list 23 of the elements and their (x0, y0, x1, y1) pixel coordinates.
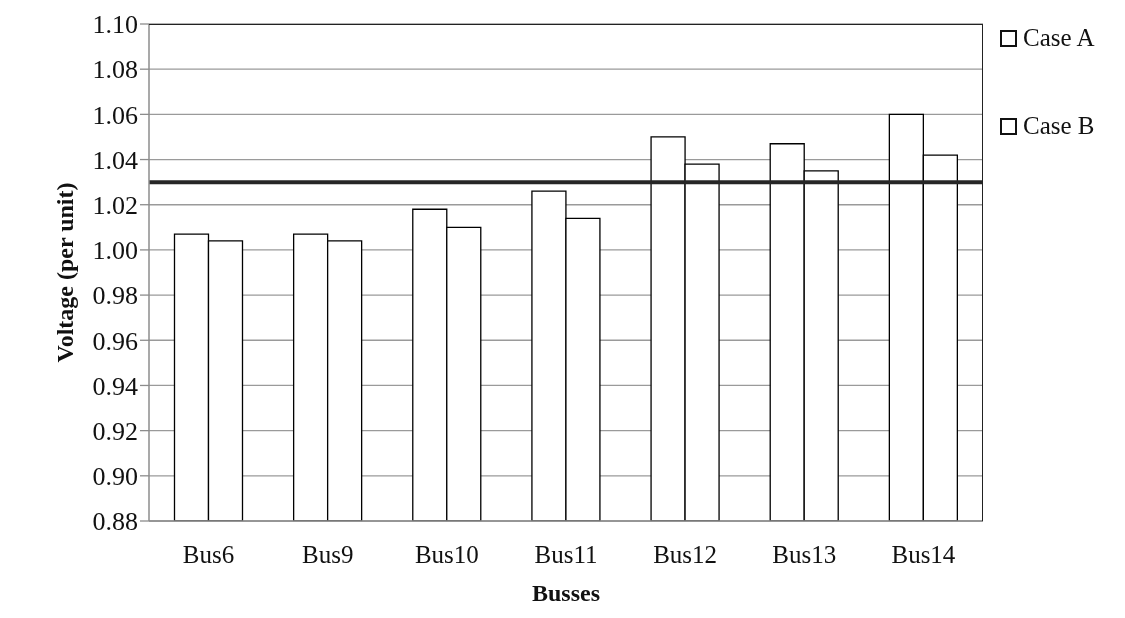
y-tick-label: 0.96 (92, 326, 138, 356)
y-tick-label: 0.90 (92, 462, 138, 492)
y-tick-label: 0.92 (92, 416, 138, 446)
y-tick-label: 1.10 (92, 10, 138, 40)
y-tick-label: 1.06 (92, 100, 138, 130)
y-tick-label: 1.08 (92, 55, 138, 85)
text: Case B (1023, 112, 1095, 140)
x-tick-label: Bus13 (772, 540, 837, 568)
y-tick-label: 0.88 (92, 507, 138, 537)
y-tick-label: 0.94 (92, 371, 138, 401)
y-axis-title: Voltage (per unit) (52, 182, 78, 363)
x-tick-label: Bus14 (891, 540, 956, 568)
y-tick-label: 1.00 (92, 236, 138, 266)
y-tick-label: 1.02 (92, 190, 138, 220)
x-tick-label: Bus6 (182, 540, 235, 568)
x-axis-title: Busses (531, 580, 601, 606)
x-tick-label: Bus11 (534, 540, 598, 568)
x-tick-label: Bus9 (302, 540, 354, 568)
text: Case A (1023, 24, 1095, 52)
x-tick-label: Bus10 (414, 540, 479, 568)
y-tick-label: 0.98 (92, 281, 138, 311)
y-tick-label: 1.04 (92, 145, 138, 175)
x-tick-label: Bus12 (653, 540, 718, 568)
